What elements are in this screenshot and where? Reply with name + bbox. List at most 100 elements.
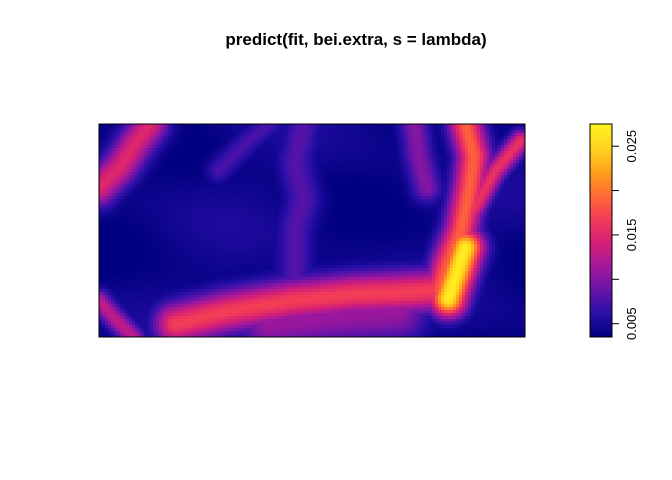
heatmap-cell: [234, 136, 238, 140]
heatmap-cell: [354, 181, 358, 185]
heatmap-cell: [399, 130, 403, 134]
heatmap-cell: [420, 178, 424, 182]
heatmap-cell: [141, 169, 145, 173]
heatmap-cell: [375, 184, 379, 188]
heatmap-cell: [333, 187, 337, 191]
heatmap-cell: [279, 184, 283, 188]
heatmap-cell: [246, 172, 250, 176]
heatmap-cell: [213, 220, 217, 224]
heatmap-cell: [462, 223, 466, 227]
heatmap-cell: [372, 217, 376, 221]
heatmap-cell: [438, 133, 442, 137]
heatmap-cell: [333, 205, 337, 209]
heatmap-cell: [105, 217, 109, 221]
heatmap-cell: [132, 199, 136, 203]
heatmap-cell: [384, 193, 388, 197]
heatmap-cell: [210, 226, 214, 230]
heatmap-cell: [513, 133, 517, 137]
heatmap-cell: [309, 214, 313, 218]
heatmap-cell: [270, 163, 274, 167]
heatmap-cell: [132, 136, 136, 140]
heatmap-cell: [162, 160, 166, 164]
heatmap-cell: [447, 226, 451, 230]
heatmap-cell: [312, 199, 316, 203]
heatmap-cell: [210, 169, 214, 173]
heatmap-cell: [522, 148, 526, 152]
heatmap-cell: [108, 160, 112, 164]
heatmap-cell: [471, 133, 475, 137]
heatmap-cell: [294, 148, 298, 152]
heatmap-cell: [501, 214, 505, 218]
heatmap-cell: [471, 196, 475, 200]
heatmap-cell: [228, 169, 232, 173]
heatmap-cell: [117, 229, 121, 233]
heatmap-cell: [435, 181, 439, 185]
heatmap-cell: [171, 199, 175, 203]
heatmap-cell: [303, 226, 307, 230]
heatmap-cell: [354, 205, 358, 209]
heatmap-cell: [129, 223, 133, 227]
heatmap-cell: [495, 160, 499, 164]
heatmap-cell: [387, 124, 391, 128]
heatmap-cell: [399, 214, 403, 218]
heatmap-cell: [354, 166, 358, 170]
heatmap-cell: [204, 217, 208, 221]
heatmap-cell: [399, 151, 403, 155]
heatmap-cell: [471, 136, 475, 140]
heatmap-cell: [279, 226, 283, 230]
heatmap-cell: [201, 172, 205, 176]
heatmap-cell: [216, 172, 220, 176]
heatmap-cell: [363, 124, 367, 128]
heatmap-cell: [192, 151, 196, 155]
heatmap-cell: [261, 172, 265, 176]
heatmap-cell: [171, 226, 175, 230]
heatmap-cell: [345, 190, 349, 194]
heatmap-cell: [429, 157, 433, 161]
heatmap-cell: [396, 160, 400, 164]
heatmap-cell: [477, 178, 481, 182]
heatmap-cell: [168, 151, 172, 155]
heatmap-cell: [456, 166, 460, 170]
heatmap-cell: [315, 154, 319, 158]
heatmap-cell: [324, 220, 328, 224]
heatmap-cell: [444, 208, 448, 212]
heatmap-cell: [366, 187, 370, 191]
heatmap-cell: [315, 145, 319, 149]
heatmap-cell: [180, 151, 184, 155]
heatmap-cell: [273, 223, 277, 227]
heatmap-cell: [312, 130, 316, 134]
heatmap-cell: [216, 214, 220, 218]
heatmap-cell: [306, 181, 310, 185]
heatmap-cell: [213, 217, 217, 221]
heatmap-cell: [432, 199, 436, 203]
heatmap-cell: [417, 154, 421, 158]
heatmap-cell: [162, 220, 166, 224]
heatmap-cell: [291, 157, 295, 161]
heatmap-cell: [261, 139, 265, 143]
heatmap-cell: [99, 181, 103, 185]
heatmap-cell: [312, 187, 316, 191]
heatmap-cell: [234, 196, 238, 200]
heatmap-cell: [186, 226, 190, 230]
heatmap-cell: [501, 169, 505, 173]
heatmap-cell: [354, 208, 358, 212]
heatmap-cell: [408, 205, 412, 209]
heatmap-cell: [255, 133, 259, 137]
heatmap-cell: [510, 160, 514, 164]
heatmap-cell: [471, 157, 475, 161]
heatmap-cell: [438, 226, 442, 230]
heatmap-cell: [156, 217, 160, 221]
heatmap-cell: [426, 139, 430, 143]
heatmap-cell: [459, 181, 463, 185]
heatmap-cell: [192, 190, 196, 194]
heatmap-cell: [219, 151, 223, 155]
heatmap-cell: [363, 139, 367, 143]
heatmap-cell: [153, 214, 157, 218]
heatmap-cell: [477, 148, 481, 152]
heatmap-cell: [210, 127, 214, 131]
heatmap-cell: [174, 211, 178, 215]
heatmap-cell: [105, 163, 109, 167]
heatmap-cell: [489, 163, 493, 167]
heatmap-cell: [132, 211, 136, 215]
heatmap-cell: [141, 163, 145, 167]
